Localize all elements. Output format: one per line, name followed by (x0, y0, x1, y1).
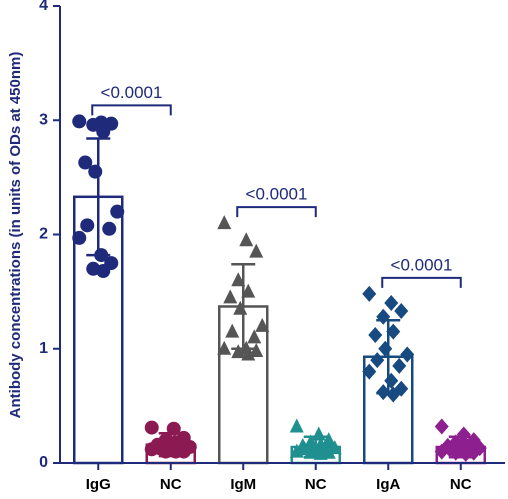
data-point (311, 426, 326, 441)
data-point (231, 272, 246, 287)
data-point (362, 285, 377, 302)
y-axis-label: Antibody concentrations (in units of ODs… (7, 52, 24, 419)
significance-bracket (236, 206, 317, 218)
data-point (434, 418, 449, 435)
data-point (96, 124, 111, 139)
data-point (434, 443, 449, 460)
y-tick-label: 4 (39, 0, 48, 14)
data-point (144, 420, 159, 435)
x-tick-label: IgM (230, 476, 256, 493)
significance-bracket (381, 276, 462, 288)
data-point (72, 114, 87, 129)
data-point (378, 340, 393, 357)
data-point (102, 221, 117, 236)
error-bar (376, 318, 401, 395)
error-bar (303, 435, 328, 459)
significance-bracket (91, 104, 172, 116)
y-tick-label: 0 (39, 454, 48, 471)
data-point (289, 418, 304, 433)
y-tick-label: 3 (39, 111, 48, 128)
y-tick-label: 1 (39, 340, 48, 357)
data-point (241, 346, 256, 361)
data-point (144, 442, 159, 457)
x-tick-label: IgG (86, 476, 111, 493)
data-point (368, 327, 383, 344)
data-point (217, 215, 232, 230)
data-point (110, 204, 125, 219)
data-point (247, 329, 262, 344)
data-point (289, 443, 304, 458)
significance-label: <0.0001 (391, 255, 453, 274)
data-point (223, 289, 238, 304)
data-point (96, 264, 111, 279)
data-point (78, 155, 93, 170)
x-tick-label: NC (450, 476, 472, 493)
data-point (239, 232, 254, 247)
error-bar (86, 137, 111, 257)
data-point (303, 444, 318, 459)
significance-label: <0.0001 (101, 83, 163, 102)
data-point (249, 343, 264, 358)
x-tick-label: IgA (376, 476, 400, 493)
data-point (249, 243, 264, 258)
y-tick-label: 2 (39, 226, 48, 243)
data-point (225, 323, 240, 338)
data-point (394, 303, 409, 320)
data-point (362, 363, 377, 380)
data-point (86, 117, 101, 132)
data-point (88, 164, 103, 179)
data-point (217, 340, 232, 355)
data-point (384, 295, 399, 312)
data-point (80, 218, 95, 233)
data-point (72, 230, 87, 245)
data-point (231, 344, 246, 359)
data-point (241, 283, 256, 298)
x-tick-label: NC (305, 476, 327, 493)
significance-label: <0.0001 (246, 185, 308, 204)
data-point (392, 357, 407, 374)
error-bar (448, 435, 473, 459)
data-point (370, 352, 385, 369)
data-point (400, 346, 415, 363)
x-tick-label: NC (160, 476, 182, 493)
error-bar (158, 432, 183, 458)
data-point (255, 317, 270, 332)
data-point (386, 323, 401, 340)
error-bar (231, 262, 256, 350)
data-point (321, 432, 336, 447)
